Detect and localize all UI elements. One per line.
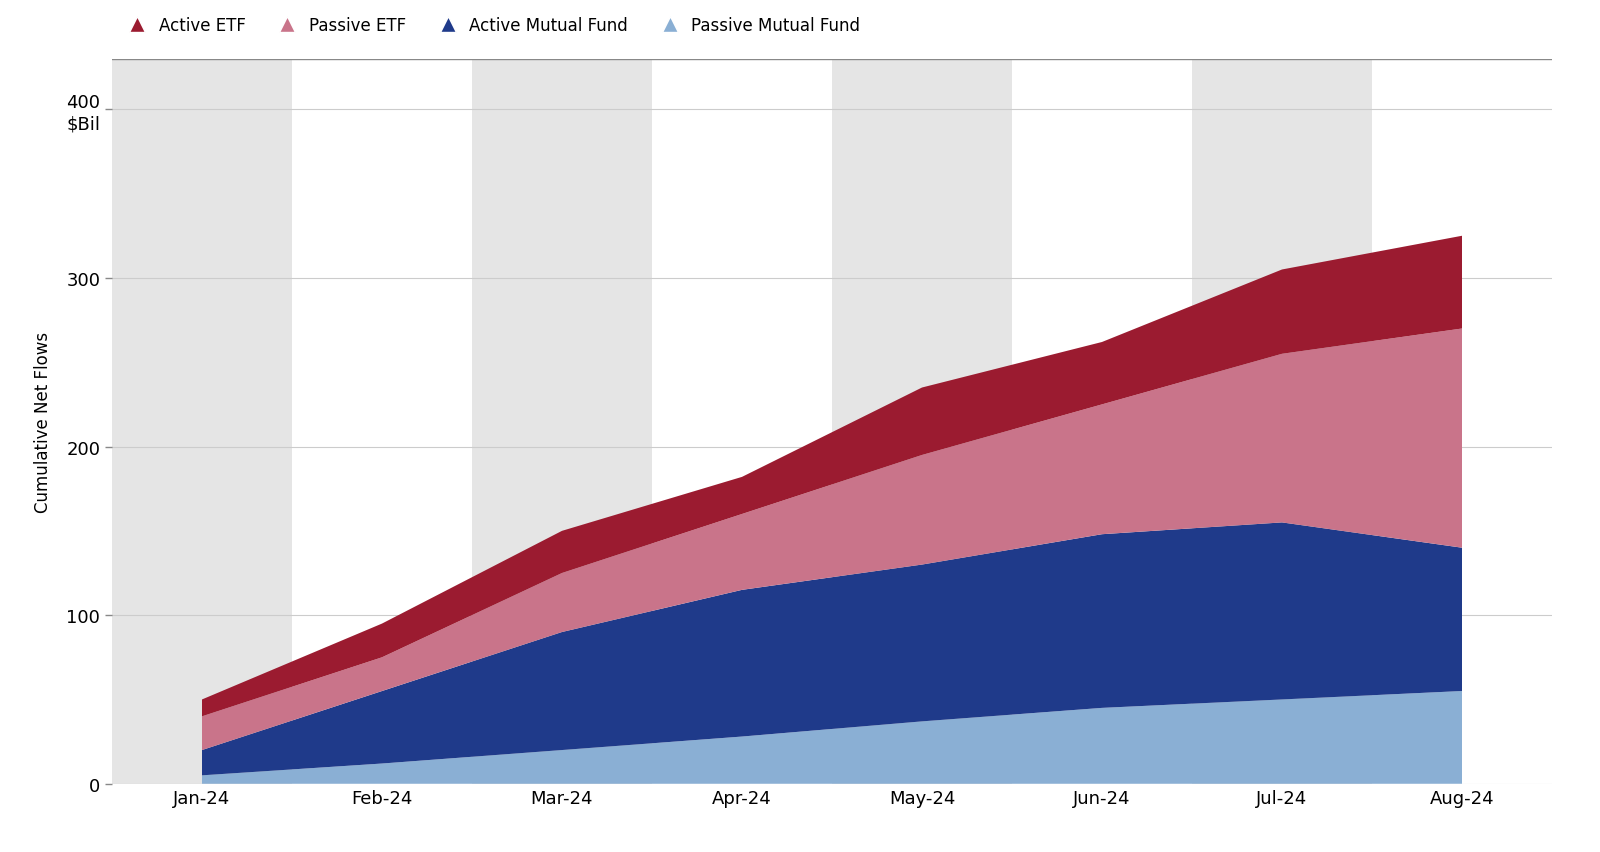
Bar — [832, 60, 1013, 784]
Bar — [112, 60, 291, 784]
Y-axis label: Cumulative Net Flows: Cumulative Net Flows — [34, 331, 53, 512]
Bar — [1192, 60, 1373, 784]
Bar — [472, 60, 653, 784]
Legend: Active ETF, Passive ETF, Active Mutual Fund, Passive Mutual Fund: Active ETF, Passive ETF, Active Mutual F… — [120, 17, 861, 35]
